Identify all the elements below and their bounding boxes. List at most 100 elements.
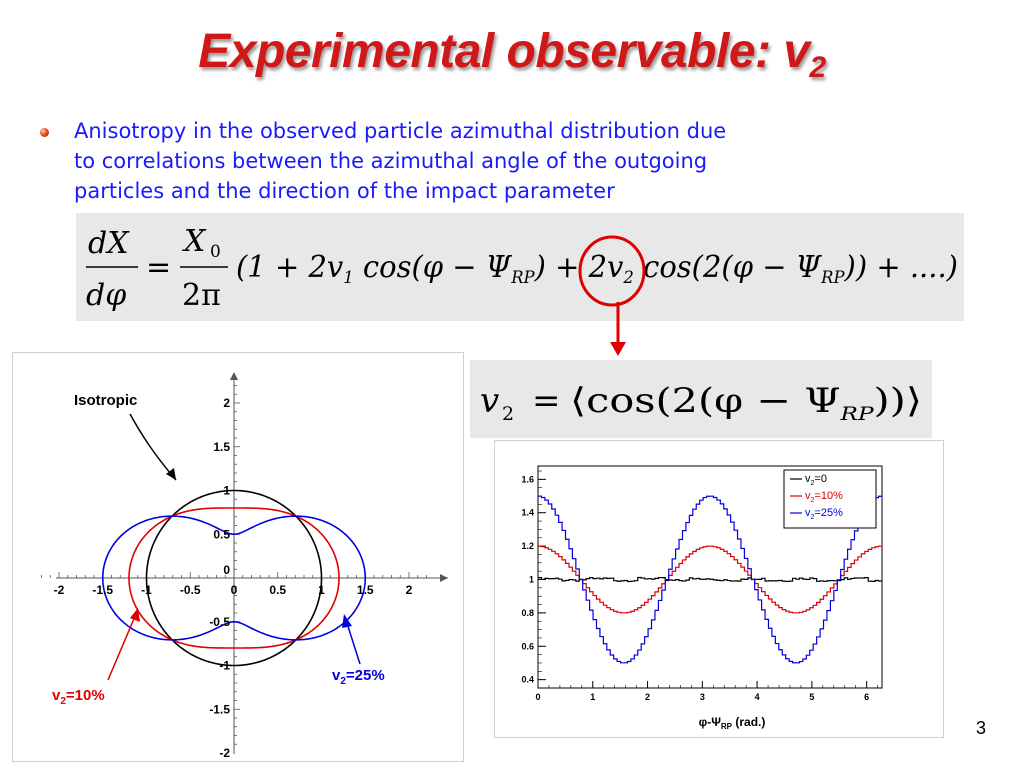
x-tick-label: -2 bbox=[54, 583, 65, 597]
x-tick-label: 0 bbox=[231, 583, 238, 597]
x-tick-label: 0 bbox=[535, 692, 540, 702]
chart-x-axis-label: φ-ΨRP (rad.) bbox=[699, 715, 766, 731]
formula-term: cos(2(φ − Ψ bbox=[634, 250, 823, 285]
slide-title-subscript: 2 bbox=[809, 51, 827, 84]
x-tick-label: 2 bbox=[406, 583, 413, 597]
chart-series bbox=[538, 495, 882, 664]
formula-lhs-numerator: dX bbox=[88, 226, 130, 261]
v2-10-label-sub: 2 bbox=[60, 696, 66, 707]
v2-modulation-chart: 0 1 2 3 4 5 6 0.4 0.6 0.8 1 1.2 1.4 1.6 φ-ΨRP (rad.) … bbox=[494, 440, 944, 738]
x-tick-label: 1 bbox=[318, 583, 325, 597]
legend-entry: v2=10% bbox=[805, 490, 843, 504]
legend-entry: v2=0 bbox=[805, 473, 827, 487]
slide-title-text: Experimental observable: v bbox=[198, 25, 810, 78]
bullet-line: Anisotropy in the observed particle azim… bbox=[74, 119, 727, 143]
v2-25-label: v2=25% bbox=[332, 667, 385, 687]
series-0-line bbox=[538, 576, 882, 583]
y-tick-label: 0.6 bbox=[521, 641, 534, 651]
y-tick-label: 0.4 bbox=[521, 675, 534, 685]
x-tick-label: -0.5 bbox=[180, 583, 201, 597]
plot-tick-labels: -2 -1.5 -1 -0.5 0 0.5 1 1.5 2 2 1.5 1 0.5 -0.5 -1 -1.5 -… bbox=[54, 396, 413, 760]
v2-highlight-circle bbox=[578, 235, 646, 307]
slide-title: Experimental observable: v2 bbox=[0, 24, 1024, 85]
v2-25-label-val: =25% bbox=[346, 667, 385, 684]
isotropic-arrow-icon bbox=[166, 468, 176, 480]
slide-number: 3 bbox=[975, 718, 986, 738]
legend-entry: v2=25% bbox=[805, 507, 843, 521]
y-zero-label: 0 bbox=[223, 563, 230, 577]
v2-25-curve bbox=[101, 515, 367, 641]
y-tick-label: -2 bbox=[219, 746, 230, 760]
formula-v2-equals: = bbox=[532, 381, 561, 421]
formula-term-sub: 1 bbox=[343, 268, 353, 288]
x-tick-label: 1 bbox=[590, 692, 595, 702]
formula-rhs-numerator-sub: 0 bbox=[210, 242, 221, 262]
formula-term-sub: RP bbox=[820, 268, 845, 288]
x-tick-label: 0.5 bbox=[269, 583, 286, 597]
chart-plot-area bbox=[537, 465, 883, 689]
bullet-line: to correlations between the azimuthal an… bbox=[74, 149, 708, 173]
x-tick-label: 4 bbox=[755, 692, 760, 702]
x-axis-arrow-icon bbox=[440, 574, 448, 582]
y-tick-label: 1.2 bbox=[521, 541, 534, 551]
y-tick-label: -1 bbox=[219, 659, 230, 673]
v2-25-label-v: v bbox=[332, 667, 341, 684]
azimuthal-shape-svg: -2 -1.5 -1 -0.5 0 0.5 1 1.5 2 2 1.5 1 0.5 -0.5 -1 -1.5 -… bbox=[12, 352, 464, 762]
v2-10-label-v: v bbox=[52, 687, 61, 704]
y-tick-label: 1 bbox=[223, 484, 230, 498]
formula-term: )) + ....) bbox=[844, 250, 958, 285]
x-tick-label: -1 bbox=[141, 583, 152, 597]
formula-term-sub: RP bbox=[510, 268, 535, 288]
formula-v2-lhs: v bbox=[480, 381, 499, 421]
formula-v2-rhs-pre: ⟨cos(2(φ − Ψ bbox=[570, 381, 841, 421]
y-tick-label: 0.8 bbox=[521, 608, 534, 618]
x-tick-label: 1.5 bbox=[357, 583, 374, 597]
formula-term: ) + 2v bbox=[534, 250, 624, 285]
y-tick-label: -1.5 bbox=[209, 702, 230, 716]
formula-term-sub: 2 bbox=[622, 268, 633, 288]
x-tick-label: 2 bbox=[645, 692, 650, 702]
formula-term: (1 + 2v bbox=[236, 250, 343, 285]
formula-rhs-denominator: 2π bbox=[182, 278, 221, 313]
v2-10-curve bbox=[128, 507, 340, 649]
v2-10-label-val: =10% bbox=[66, 687, 105, 704]
formula-box-v2: v 2 = ⟨cos(2(φ − Ψ RP))⟩ bbox=[470, 360, 932, 438]
y-tick-label: 1.5 bbox=[213, 440, 230, 454]
chart-x-axis-label-main: φ-Ψ bbox=[699, 715, 722, 729]
red-arrow-icon bbox=[610, 302, 626, 356]
y-tick-label: -0.5 bbox=[209, 615, 230, 629]
isotropic-curve bbox=[145, 489, 323, 667]
formula-v2: v 2 = ⟨cos(2(φ − Ψ RP))⟩ bbox=[480, 381, 922, 425]
legend-box bbox=[783, 469, 877, 529]
chart-legend: v2=0 v2=10% v2=25% bbox=[783, 469, 877, 529]
y-axis-arrow-icon bbox=[230, 372, 238, 380]
bullet-icon bbox=[40, 128, 49, 137]
v2-10-arrow-icon bbox=[130, 608, 140, 622]
x-tick-label: 3 bbox=[700, 692, 705, 702]
chart-x-axis-label-unit: (rad.) bbox=[732, 715, 765, 729]
y-tick-label: 1.6 bbox=[521, 474, 534, 484]
bullet-text: Anisotropy in the observed particle azim… bbox=[74, 116, 914, 206]
formula-v2-rhs: ⟨cos(2(φ − Ψ RP))⟩ bbox=[570, 381, 922, 425]
x-tick-label: -1.5 bbox=[92, 583, 113, 597]
v2-25-arrow-icon bbox=[342, 614, 352, 628]
formula-rhs-numerator: X bbox=[182, 224, 207, 259]
v2-25-label-sub: 2 bbox=[340, 676, 346, 687]
isotropic-label: Isotropic bbox=[74, 392, 137, 409]
v2-10-label: v2=10% bbox=[52, 687, 105, 707]
plot-curves bbox=[101, 489, 367, 667]
y-tick-label: 0.5 bbox=[213, 527, 230, 541]
x-tick-label: 5 bbox=[809, 692, 814, 702]
y-tick-label: 1.4 bbox=[521, 508, 534, 518]
x-tick-label: 6 bbox=[864, 692, 869, 702]
v2-modulation-svg: 0 1 2 3 4 5 60.40.60.811.21.41.6 φ-ΨRP (rad.) … bbox=[494, 440, 944, 738]
formula-distribution: dX dφ = X 0 2π (1 + 2v1 cos(φ − ΨRP) + 2… bbox=[86, 224, 958, 313]
formula-term: cos(φ − Ψ bbox=[354, 250, 513, 285]
y-tick-label: 2 bbox=[223, 396, 230, 410]
bullet-line: particles and the direction of the impac… bbox=[74, 179, 615, 203]
formula-lhs-denominator: dφ bbox=[86, 278, 126, 313]
y-tick-label: 1 bbox=[529, 575, 534, 585]
formula-v2-rhs-sub: RP bbox=[839, 403, 875, 425]
chart-x-axis-label-sub: RP bbox=[721, 722, 733, 731]
formula-v2-lhs-sub: 2 bbox=[502, 403, 514, 425]
